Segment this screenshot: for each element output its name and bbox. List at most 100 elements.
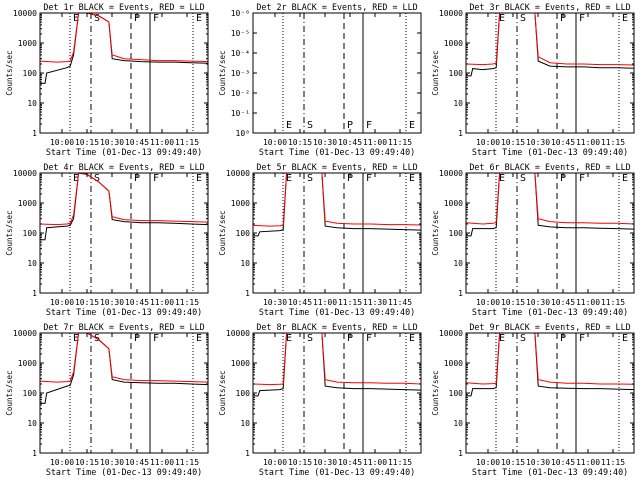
plot-frame — [39, 332, 209, 454]
x-axis-label: Start Time (01-Dec-13 09:49:40) — [46, 147, 202, 157]
y-tick-label: 1000 — [18, 199, 37, 208]
event-marker-label: E — [409, 173, 415, 184]
event-marker-label: E — [622, 173, 628, 184]
plot-frame — [252, 172, 422, 294]
x-tick-label: 10:15 — [501, 458, 525, 467]
y-tick-label: 1 — [458, 289, 463, 298]
event-marker-label: E — [286, 120, 292, 131]
y-axis-label: Counts/sec — [431, 50, 440, 95]
x-tick-label: 11:00 — [576, 458, 600, 467]
x-axis-label: Start Time (01-Dec-13 09:49:40) — [472, 147, 628, 157]
x-tick-label: 10:45 — [125, 138, 149, 147]
event-marker-label: S — [94, 173, 100, 184]
x-tick-label: 10:30 — [313, 138, 337, 147]
x-axis-label: Start Time (01-Dec-13 09:49:40) — [472, 307, 628, 317]
event-marker-label: E — [622, 333, 628, 344]
event-marker-label: E — [286, 333, 292, 344]
y-tick-label: 1 — [32, 289, 37, 298]
y-tick-label: 10⁻¹ — [231, 109, 250, 118]
x-tick-label: 10:30 — [526, 138, 550, 147]
x-tick-label: 10:45 — [125, 298, 149, 307]
detector-panel-3: Det 3r BLACK = Events, RED = LLD E S P F E 1 10… — [426, 0, 639, 160]
x-tick-label: 11:00 — [576, 138, 600, 147]
y-tick-label: 1000 — [18, 359, 37, 368]
y-tick-label: 100 — [23, 69, 38, 78]
y-tick-label: 100 — [236, 389, 251, 398]
y-tick-label: 1000 — [231, 359, 250, 368]
detector-panel-7: Det 7r BLACK = Events, RED = LLD E S P F E 1 10… — [0, 320, 213, 480]
event-marker-label: E — [73, 333, 79, 344]
x-tick-label: 11:30 — [363, 298, 387, 307]
y-tick-label: 10 — [240, 259, 250, 268]
y-tick-label: 10⁻⁵ — [231, 29, 250, 38]
event-marker-label: E — [196, 13, 202, 24]
x-tick-label: 10:30 — [100, 458, 124, 467]
x-tick-label: 10:45 — [338, 458, 362, 467]
x-tick-label: 11:00 — [150, 298, 174, 307]
y-tick-label: 10⁰ — [236, 129, 250, 138]
x-axis-label: Start Time (01-Dec-13 09:49:40) — [259, 307, 415, 317]
series-lld-line — [40, 173, 208, 226]
y-tick-label: 10000 — [439, 169, 463, 178]
y-tick-label: 10 — [453, 99, 463, 108]
event-marker-label: E — [622, 13, 628, 24]
y-tick-label: 10⁻⁶ — [231, 9, 250, 18]
x-tick-label: 10:45 — [551, 298, 575, 307]
x-tick-label: 10:45 — [125, 458, 149, 467]
x-tick-label: 11:15 — [175, 298, 199, 307]
x-tick-label: 11:00 — [363, 138, 387, 147]
plot-frame — [39, 172, 209, 294]
x-tick-label: 11:00 — [150, 138, 174, 147]
y-tick-label: 10000 — [226, 169, 250, 178]
detector-panel-2: Det 2r BLACK = Events, RED = LLD E S P F E 10⁰… — [213, 0, 426, 160]
x-tick-label: 11:15 — [175, 138, 199, 147]
y-tick-label: 10 — [27, 259, 37, 268]
series-events-line — [253, 333, 421, 397]
x-tick-label: 10:15 — [501, 138, 525, 147]
x-tick-label: 10:45 — [551, 458, 575, 467]
chart-title: Det 9r BLACK = Events, RED = LLD — [469, 322, 630, 332]
event-marker-label: F — [579, 173, 585, 184]
y-tick-label: 10⁻² — [231, 89, 250, 98]
x-tick-label: 10:15 — [501, 298, 525, 307]
event-marker-label: S — [307, 173, 313, 184]
x-axis-label: Start Time (01-Dec-13 09:49:40) — [46, 467, 202, 477]
y-tick-label: 10000 — [439, 329, 463, 338]
y-tick-label: 10000 — [13, 329, 37, 338]
event-marker-label: P — [560, 173, 566, 184]
y-tick-label: 100 — [449, 69, 464, 78]
x-tick-label: 10:30 — [526, 458, 550, 467]
event-marker-label: E — [73, 13, 79, 24]
event-marker-label: P — [560, 13, 566, 24]
series-lld-line — [253, 173, 421, 227]
x-tick-label: 11:15 — [338, 298, 362, 307]
y-tick-label: 10 — [240, 419, 250, 428]
y-tick-label: 10 — [453, 259, 463, 268]
event-marker-label: F — [153, 13, 159, 24]
y-tick-label: 1 — [32, 449, 37, 458]
x-tick-label: 11:00 — [576, 298, 600, 307]
y-tick-label: 100 — [23, 389, 38, 398]
event-marker-label: S — [520, 333, 526, 344]
y-tick-label: 100 — [23, 229, 38, 238]
event-marker-label: F — [366, 333, 372, 344]
series-events-line — [466, 173, 634, 237]
y-tick-label: 1000 — [444, 199, 463, 208]
x-tick-label: 10:00 — [476, 138, 500, 147]
series-lld-line — [466, 13, 634, 66]
y-tick-label: 10 — [27, 419, 37, 428]
y-tick-label: 1000 — [444, 39, 463, 48]
y-axis-label: Counts/sec — [431, 210, 440, 255]
event-marker-label: E — [499, 13, 505, 24]
y-tick-label: 1000 — [444, 359, 463, 368]
plot-frame — [465, 332, 635, 454]
y-tick-label: 100 — [449, 389, 464, 398]
x-tick-label: 11:00 — [150, 458, 174, 467]
event-marker-label: E — [73, 173, 79, 184]
event-marker-label: S — [307, 333, 313, 344]
y-tick-label: 1 — [458, 129, 463, 138]
